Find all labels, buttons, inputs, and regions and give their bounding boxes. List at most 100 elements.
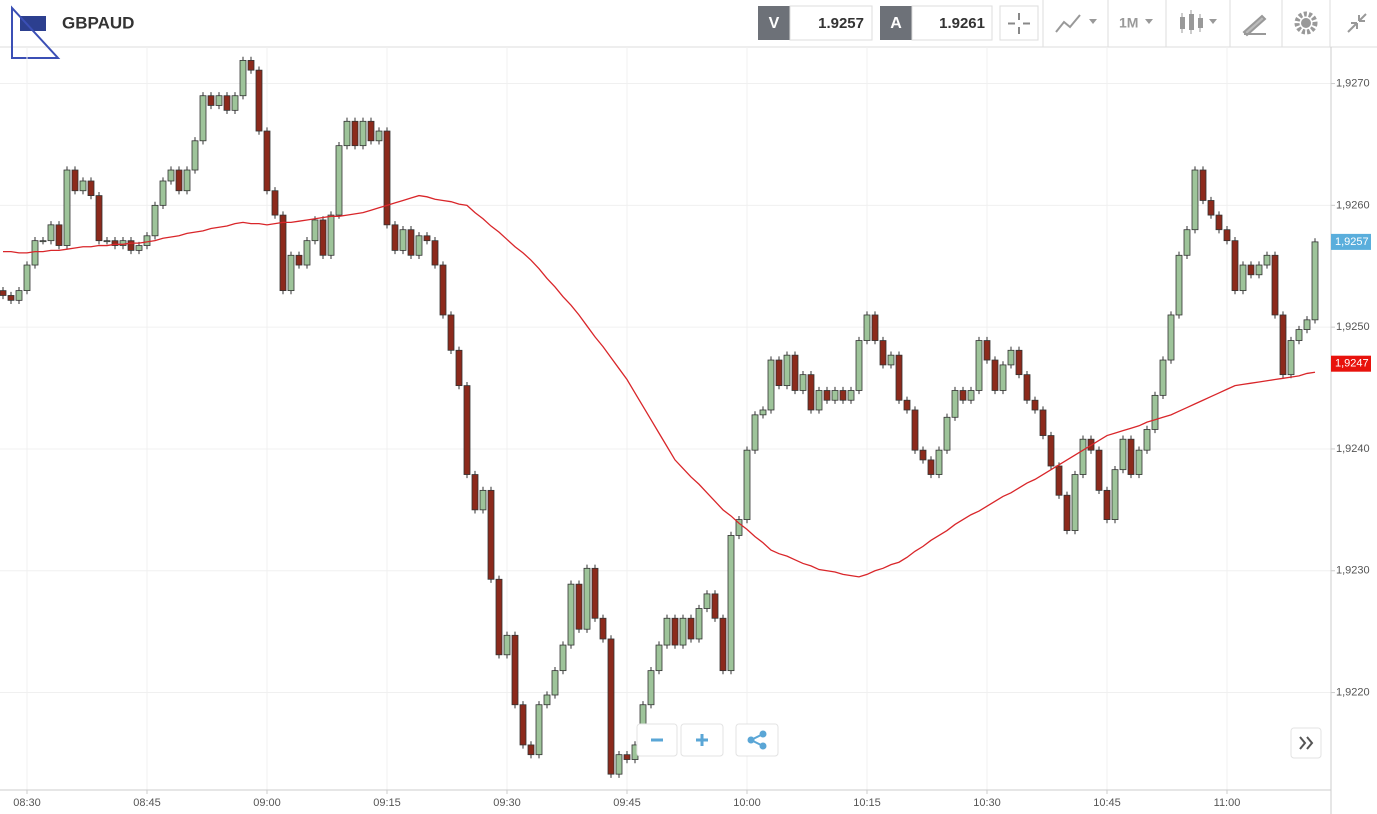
x-tick-label: 10:45: [1093, 797, 1121, 809]
x-tick-label: 09:00: [253, 797, 281, 809]
candle-body: [543, 694, 551, 706]
candle-body: [783, 354, 791, 387]
candle-body: [647, 670, 655, 706]
candle-body: [367, 120, 375, 142]
candle-body: [567, 583, 575, 646]
grid: [0, 47, 1331, 790]
x-tick-label: 08:30: [13, 797, 41, 809]
candle-type-button[interactable]: [1180, 10, 1217, 34]
candle-body: [311, 219, 319, 242]
candle-body: [1295, 329, 1303, 341]
scroll-right-button[interactable]: [1290, 727, 1322, 759]
candle-body: [247, 59, 255, 71]
candle-body: [487, 489, 495, 580]
chart-type-button[interactable]: [1055, 14, 1097, 33]
candle-body: [927, 459, 935, 475]
candle-body: [391, 224, 399, 251]
candle-body: [1015, 349, 1023, 376]
candle-body: [223, 95, 231, 111]
x-tick-label: 10:30: [973, 797, 1001, 809]
candle-body: [1167, 314, 1175, 361]
candle-body: [799, 374, 807, 391]
sell-price: 1.9257: [818, 15, 864, 32]
candle-body: [759, 409, 767, 416]
candle-body: [879, 340, 887, 366]
candle-body: [1175, 254, 1183, 316]
candle-body: [1095, 449, 1103, 491]
sell-button[interactable]: V 1.9257: [758, 5, 873, 41]
candle-body: [863, 314, 871, 341]
candle-body: [175, 169, 183, 192]
settings-button[interactable]: [1294, 11, 1318, 35]
candle-body: [1055, 465, 1063, 496]
price-label: 1,9247: [1335, 358, 1369, 370]
candle-body: [375, 130, 383, 142]
candle-body: [1287, 340, 1295, 376]
candle-body: [7, 295, 15, 301]
candle-body: [839, 390, 847, 401]
candle-body: [1143, 429, 1151, 451]
candle-body: [343, 120, 351, 147]
candle-body: [583, 567, 591, 630]
candle-body: [1127, 438, 1135, 475]
candle-body: [167, 169, 175, 182]
x-tick-label: 09:45: [613, 797, 641, 809]
share-button[interactable]: [735, 723, 779, 757]
candle-body: [455, 349, 463, 387]
candle-body: [1199, 169, 1207, 201]
candle-body: [503, 634, 511, 656]
candle-body: [511, 634, 519, 706]
timeframe: 1M: [1119, 15, 1138, 31]
candle-body: [423, 235, 431, 242]
drawing-button[interactable]: [1242, 14, 1267, 37]
candle-body: [1159, 359, 1167, 396]
candle-body: [871, 314, 879, 341]
candle-body: [575, 583, 583, 630]
candle-body: [1103, 489, 1111, 520]
candle-body: [751, 414, 759, 451]
candle-body: [111, 240, 119, 246]
candle-body: [399, 229, 407, 251]
zoom-in-button[interactable]: [680, 723, 724, 757]
candle-body: [319, 219, 327, 256]
candle-body: [151, 204, 159, 237]
buy-button[interactable]: A 1.9261: [880, 5, 993, 41]
candle-body: [1279, 314, 1287, 376]
timeframe-button[interactable]: 1M: [1119, 15, 1153, 31]
candle-body: [847, 390, 855, 401]
candle-body: [55, 224, 63, 246]
candle-body: [31, 240, 39, 266]
candle-body: [1151, 394, 1159, 430]
candle-body: [719, 617, 727, 672]
candle-body: [479, 489, 487, 511]
candle-body: [1135, 449, 1143, 475]
candle-body: [775, 359, 783, 387]
buy-price: 1.9261: [939, 15, 985, 32]
candle-body: [1063, 494, 1071, 531]
candle-body: [535, 704, 543, 756]
candle-body: [199, 95, 207, 142]
candle-body: [999, 364, 1007, 391]
candle-body: [447, 314, 455, 351]
candle-body: [695, 608, 703, 640]
candle-body: [287, 254, 295, 292]
candle-body: [255, 69, 263, 132]
candle-body: [39, 240, 47, 243]
candle-body: [551, 670, 559, 696]
candle-body: [1263, 254, 1271, 266]
collapse-button[interactable]: [1347, 13, 1367, 33]
candle-body: [463, 385, 471, 475]
x-tick-label: 09:30: [493, 797, 521, 809]
candle-body: [935, 449, 943, 475]
flag-icon: [11, 5, 61, 59]
candle-body: [95, 195, 103, 242]
candle-body: [1039, 409, 1047, 436]
candle-body: [231, 95, 239, 111]
price-label-box: [1331, 355, 1371, 372]
candle-body: [607, 638, 615, 775]
zoom-out-button[interactable]: [636, 723, 678, 757]
candle-body: [87, 180, 95, 197]
candle-body: [1183, 229, 1191, 256]
crosshair-button[interactable]: [999, 5, 1039, 41]
